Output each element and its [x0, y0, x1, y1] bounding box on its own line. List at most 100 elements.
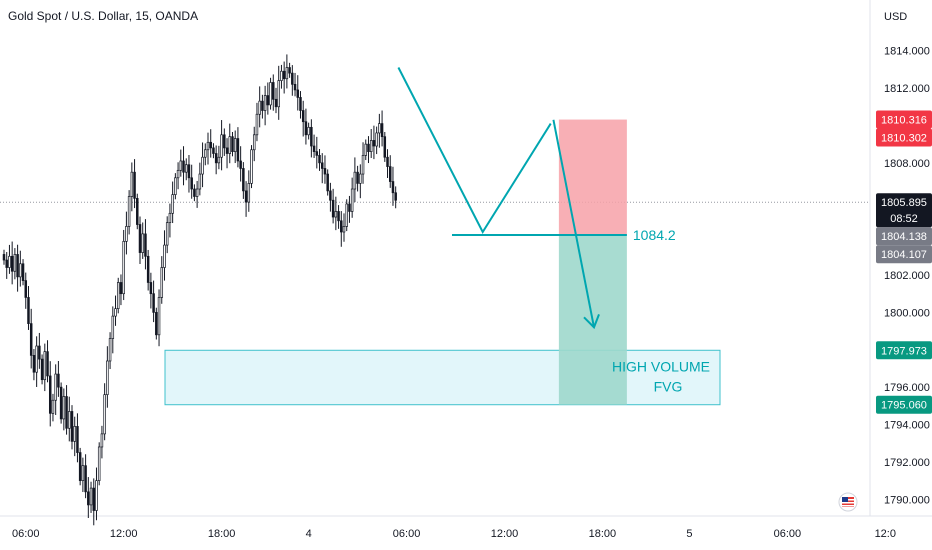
price-tick-label: 1808.000	[884, 158, 930, 170]
fvg-zone[interactable]	[164, 349, 721, 406]
time-axis[interactable]: 06:00 12:00 18:00 4 06:00 12:00 18:00 5 06:00 12:…	[0, 515, 932, 540]
candle-body	[10, 255, 14, 272]
candle-body	[255, 113, 259, 136]
price-badge-label: 1805.895	[881, 197, 927, 209]
candle-body	[337, 211, 340, 222]
candle-body	[32, 355, 36, 373]
candle-body	[342, 226, 346, 233]
candle-body	[174, 177, 177, 195]
candle-body	[193, 188, 196, 197]
candle-body	[261, 100, 264, 111]
candle-body	[190, 177, 193, 190]
fvg-rectangle	[164, 349, 721, 406]
candle-body	[29, 323, 33, 356]
candle-body	[57, 373, 60, 388]
price-badge-label: 1797.973	[881, 345, 927, 357]
candle-body	[198, 173, 202, 190]
candle-body	[239, 160, 242, 169]
candle-body	[214, 153, 218, 164]
flag-icon[interactable]	[838, 492, 858, 512]
time-tick-label: 12:00	[110, 528, 138, 540]
candle-body	[361, 155, 365, 175]
candle-body	[307, 126, 310, 136]
candle-body	[217, 156, 221, 164]
candle-body	[133, 171, 136, 199]
candle-body	[391, 181, 395, 194]
candle-body	[288, 67, 291, 74]
candle-body	[315, 151, 319, 156]
candle-body	[201, 156, 204, 175]
candle-body	[179, 160, 183, 171]
candle-body	[108, 338, 112, 362]
candle-body	[21, 263, 25, 281]
candle-body	[394, 192, 397, 201]
candle-body	[223, 134, 226, 149]
price-badge	[876, 341, 932, 360]
candle-body	[68, 411, 71, 429]
candle-body	[146, 255, 150, 283]
candle-body	[378, 123, 381, 134]
candle-body	[225, 147, 229, 154]
candle-body	[312, 145, 316, 152]
candles	[2, 54, 397, 526]
candle-body	[16, 254, 19, 278]
price-badge-label: 1795.060	[881, 400, 927, 412]
trend-drawings[interactable]	[397, 67, 627, 330]
candle-body	[76, 426, 79, 453]
candle-body	[165, 222, 169, 246]
time-tick-label: 12:00	[491, 528, 519, 540]
candle-body	[160, 267, 164, 298]
candle-body	[184, 164, 188, 173]
candle-body	[149, 282, 153, 295]
candle-body	[40, 358, 44, 381]
candle-body	[383, 136, 387, 158]
candle-body	[141, 233, 144, 253]
candle-body	[296, 89, 300, 98]
candle-body	[258, 100, 261, 115]
candle-body	[176, 169, 180, 179]
countdown-label: 08:52	[890, 213, 918, 225]
price-badge	[876, 395, 932, 414]
price-tick-label: 1814.000	[884, 46, 930, 58]
candle-body	[228, 136, 232, 154]
candle-body	[236, 138, 240, 162]
candle-body	[111, 315, 115, 339]
candle-body	[334, 211, 338, 218]
m-pattern-trendline	[397, 67, 552, 235]
candle-body	[73, 426, 76, 442]
candle-body	[263, 95, 267, 111]
price-badge-label: 1804.138	[881, 231, 927, 243]
candle-body	[138, 224, 142, 253]
time-tick-label: 18:00	[208, 528, 236, 540]
candle-body	[92, 487, 96, 511]
level-label: 1084.2	[633, 227, 676, 243]
candle-body	[206, 141, 210, 151]
candle-body	[46, 351, 49, 377]
price-tick-label: 1800.000	[884, 307, 930, 319]
candle-body	[212, 147, 215, 154]
candle-body	[27, 297, 30, 324]
time-tick-label: 06:00	[393, 528, 421, 540]
candle-body	[380, 123, 384, 138]
candle-body	[350, 188, 354, 212]
candle-body	[356, 171, 359, 184]
candle-body	[209, 141, 212, 149]
candle-body	[280, 70, 283, 81]
candle-body	[125, 226, 128, 242]
candle-body	[70, 411, 74, 442]
candle-body	[171, 194, 174, 214]
candle-body	[65, 396, 68, 429]
price-tick-label: 1802.000	[884, 270, 930, 282]
candle-body	[359, 173, 362, 184]
candle-body	[62, 396, 66, 420]
candle-body	[155, 312, 158, 336]
candle-body	[144, 233, 147, 257]
short-position-tool[interactable]	[558, 119, 627, 405]
candle-body	[247, 183, 251, 203]
candle-body	[323, 168, 327, 175]
candle-body	[369, 140, 373, 152]
candle-body	[103, 394, 106, 435]
candle-body	[345, 203, 348, 227]
